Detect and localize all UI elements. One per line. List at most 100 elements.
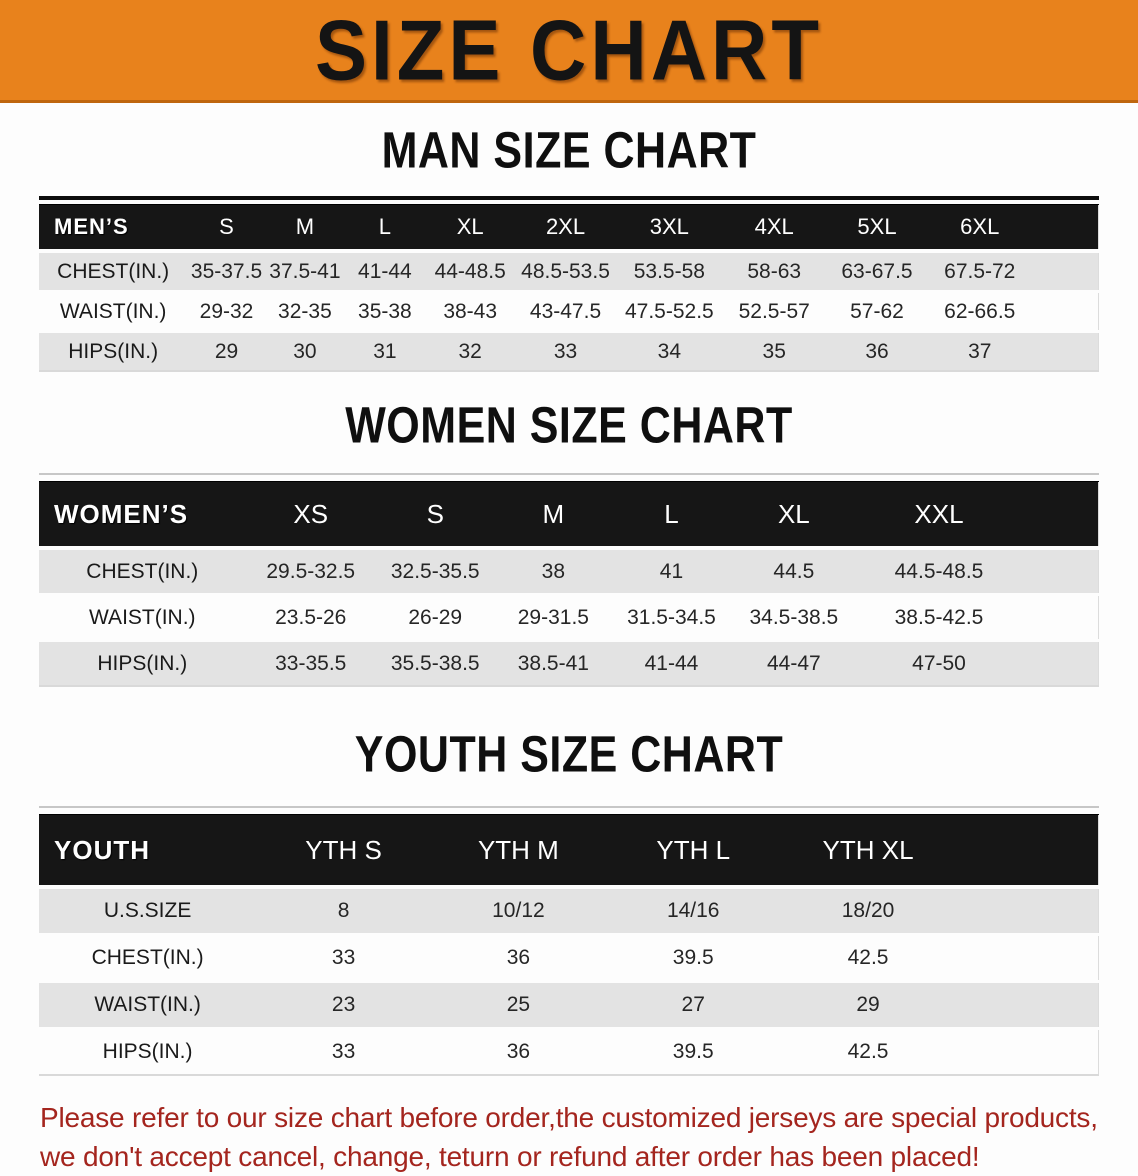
measurement-value: 36 [826,330,928,372]
header-filler [1031,204,1099,253]
row-filler [955,885,1099,935]
measurement-value: 41-44 [344,249,426,292]
measurement-value: 44.5-48.5 [856,546,1022,595]
measurement-row: WAIST(IN.) 23 25 27 29 [39,980,1099,1029]
measurement-value: 38.5-41 [494,639,613,687]
size-column-header: XS [245,481,376,550]
banner: SIZE CHART [0,0,1138,103]
men-section-title-text: MAN SIZE CHART [381,122,757,180]
measurement-row: WAIST(IN.) 23.5-26 26-29 29-31.5 31.5-34.5 34… [39,593,1099,641]
size-column-header: YTH XL [780,814,956,889]
measurement-row-label: CHEST(IN.) [39,249,188,292]
row-filler [1021,546,1099,595]
women-table-top-rule [39,473,1099,475]
size-column-header: L [344,204,426,253]
header-filler [1021,481,1099,550]
measurement-value: 32.5-35.5 [375,546,495,595]
section-youth: YOUTH SIZE CHART YOUTH YTH S YTH M YTH L YTH… [0,727,1138,1076]
measurement-value: 62-66.5 [927,290,1032,332]
measurement-value: 41-44 [612,639,731,687]
measurement-value: 36 [431,1027,606,1076]
size-column-header: S [187,204,266,253]
table-header-row: MEN’S S M L XL 2XL 3XL 4XL 5XL 6XL [39,204,1099,253]
measurement-value: 37 [927,330,1032,372]
measurement-value: 29.5-32.5 [245,546,376,595]
youth-size-table: YOUTH YTH S YTH M YTH L YTH XL U.S.SIZE 8 10/12… [39,814,1099,1076]
size-column-header: XL [730,481,857,550]
measurement-row-label: WAIST(IN.) [39,593,246,641]
measurement-row-label: CHEST(IN.) [39,546,246,595]
youth-table-top-rule [39,806,1099,808]
row-filler [1021,639,1099,687]
measurement-value: 63-67.5 [826,249,928,292]
row-filler [955,933,1099,982]
women-section-title-text: WOMEN SIZE CHART [345,397,793,455]
measurement-row-label: CHEST(IN.) [39,933,257,982]
youth-section-title-text: YOUTH SIZE CHART [354,726,784,784]
measurement-value: 14/16 [605,885,781,935]
measurement-value: 44.5 [730,546,857,595]
measurement-value: 31 [344,330,426,372]
size-column-header: YTH S [256,814,431,889]
measurement-value: 10/12 [431,885,606,935]
disclaimer-line-2: we don't accept cancel, change, teturn o… [40,1141,980,1172]
measurement-value: 41 [612,546,731,595]
measurement-row-label: HIPS(IN.) [39,330,188,372]
youth-section-title: YOUTH SIZE CHART [0,727,1138,788]
table-group-label: WOMEN’S [39,481,246,550]
size-column-header: 3XL [616,204,723,253]
men-table-top-rule [39,196,1099,200]
measurement-value: 42.5 [780,1027,956,1076]
measurement-value: 36 [431,933,606,982]
measurement-value: 33 [256,933,431,982]
section-men: MAN SIZE CHART MEN’S S M L XL 2XL 3XL 4XL 5XL 6XL… [0,123,1138,372]
banner-title: SIZE CHART [315,1,823,98]
table-group-label: YOUTH [39,814,257,889]
measurement-value: 23.5-26 [245,593,376,641]
measurement-row: U.S.SIZE 8 10/12 14/16 18/20 [39,885,1099,935]
measurement-row-label: HIPS(IN.) [39,639,246,687]
measurement-row-label: U.S.SIZE [39,885,257,935]
size-column-header: S [375,481,495,550]
measurement-value: 33-35.5 [245,639,376,687]
measurement-value: 29-32 [187,290,266,332]
measurement-value: 52.5-57 [722,290,827,332]
table-header-row: WOMEN’S XS S M L XL XXL [39,481,1099,550]
measurement-value: 48.5-53.5 [514,249,617,292]
measurement-value: 43-47.5 [514,290,617,332]
measurement-value: 57-62 [826,290,928,332]
measurement-row: CHEST(IN.) 35-37.5 37.5-41 41-44 44-48.5 48.5… [39,249,1099,292]
size-column-header: XXL [856,481,1022,550]
measurement-value: 38.5-42.5 [856,593,1022,641]
measurement-row: WAIST(IN.) 29-32 32-35 35-38 38-43 43-47.5 47.… [39,290,1099,332]
measurement-value: 31.5-34.5 [612,593,731,641]
measurement-row: CHEST(IN.) 33 36 39.5 42.5 [39,933,1099,982]
measurement-value: 25 [431,980,606,1029]
women-section-title: WOMEN SIZE CHART [0,398,1138,459]
measurement-value: 18/20 [780,885,956,935]
measurement-value: 39.5 [605,1027,781,1076]
measurement-value: 38-43 [425,290,515,332]
size-column-header: M [494,481,613,550]
measurement-value: 44-47 [730,639,857,687]
disclaimer: Please refer to our size chart before or… [40,1098,1138,1176]
measurement-row: HIPS(IN.) 33-35.5 35.5-38.5 38.5-41 41-44 44-… [39,639,1099,687]
measurement-value: 29 [780,980,956,1029]
size-column-header: XL [425,204,515,253]
measurement-value: 38 [494,546,613,595]
measurement-value: 35-38 [344,290,426,332]
size-column-header: YTH L [605,814,781,889]
measurement-row: HIPS(IN.) 33 36 39.5 42.5 [39,1027,1099,1076]
row-filler [955,1027,1099,1076]
size-column-header: 6XL [927,204,1032,253]
disclaimer-line-1: Please refer to our size chart before or… [40,1102,1098,1133]
measurement-value: 35 [722,330,827,372]
measurement-row: HIPS(IN.) 29 30 31 32 33 34 35 36 37 [39,330,1099,372]
size-column-header: M [265,204,345,253]
measurement-value: 8 [256,885,431,935]
measurement-value: 37.5-41 [265,249,345,292]
measurement-value: 42.5 [780,933,956,982]
size-column-header: L [612,481,731,550]
measurement-value: 53.5-58 [616,249,723,292]
size-column-header: 4XL [722,204,827,253]
